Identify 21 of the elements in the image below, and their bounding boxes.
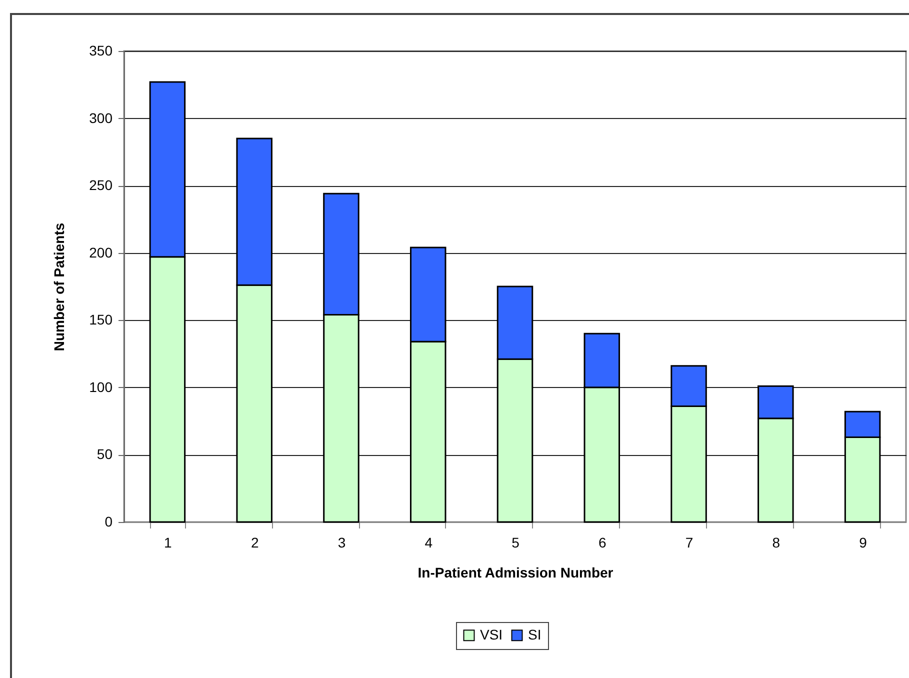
x-tick-label: 8 xyxy=(772,534,780,550)
x-axis-title: In-Patient Admission Number xyxy=(418,564,614,580)
legend-label: VSI xyxy=(480,626,503,642)
y-tick-label: 350 xyxy=(89,42,113,58)
y-tick-label: 150 xyxy=(89,312,113,328)
x-tick-label: 4 xyxy=(424,534,433,550)
y-tick-label: 200 xyxy=(89,244,113,260)
x-tick-label: 2 xyxy=(250,534,259,550)
x-tick-label: 5 xyxy=(512,534,520,550)
legend-label: SI xyxy=(528,626,542,642)
y-tick-label: 0 xyxy=(104,514,113,530)
x-tick-label: 7 xyxy=(685,534,694,550)
y-tick-label: 300 xyxy=(89,110,113,126)
y-tick-label: 100 xyxy=(89,378,113,395)
y-axis-title: Number of Patients xyxy=(51,222,68,352)
x-tick-label: 6 xyxy=(598,534,606,550)
y-tick-label: 50 xyxy=(96,446,113,462)
x-tick-label: 9 xyxy=(859,534,868,550)
x-tick-label: 3 xyxy=(338,534,346,550)
x-tick-label: 1 xyxy=(164,534,172,550)
y-tick-label: 250 xyxy=(89,177,113,194)
